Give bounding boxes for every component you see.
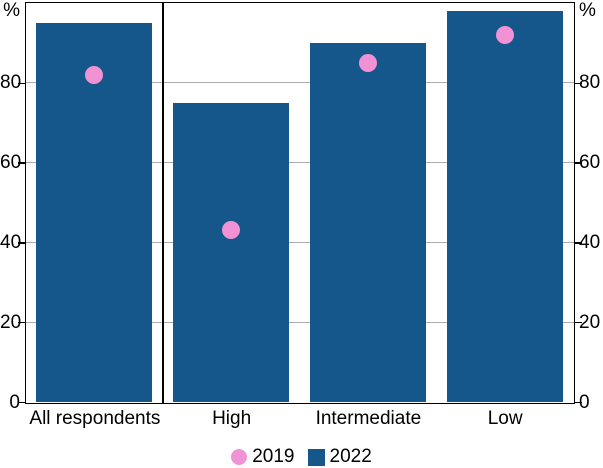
- gridline-80: [26, 82, 574, 84]
- y-axis-label-left-60: 60: [0, 152, 22, 174]
- dot-2019-low: [495, 25, 514, 44]
- y-axis-tick-right-60: [575, 162, 582, 164]
- bar-2022-intermediate: [309, 42, 426, 402]
- legend-marker-2019-circle-icon: [231, 449, 248, 465]
- gridline-60: [26, 162, 574, 164]
- x-axis-label-high: High: [212, 408, 252, 429]
- y-axis-unit-left: %: [3, 0, 20, 21]
- y-axis-label-right-20: 20: [579, 311, 601, 333]
- legend-item-2022: 2022: [307, 446, 372, 468]
- y-axis-tick-right-0: [575, 401, 582, 404]
- dot-2019-all-respondents: [85, 65, 104, 84]
- plot-area: [25, 2, 575, 404]
- y-axis-tick-right-20: [575, 321, 582, 324]
- legend-label-2022: 2022: [329, 446, 372, 467]
- bar-2022-low: [446, 10, 563, 402]
- y-axis-tick-right-40: [575, 242, 582, 244]
- y-axis-tick-right-80: [575, 82, 582, 85]
- gridline-20: [26, 321, 574, 323]
- y-axis-label-right-60: 60: [579, 152, 601, 174]
- gridline-40: [26, 241, 574, 243]
- bar-2022-high: [173, 102, 290, 402]
- y-axis-label-right-80: 80: [579, 72, 601, 94]
- y-axis-tick-left-20: [18, 321, 25, 324]
- x-axis-label-intermediate: Intermediate: [315, 408, 422, 429]
- y-axis-tick-left-60: [18, 162, 25, 164]
- chart-legend: 2019 2022: [0, 446, 603, 468]
- legend-marker-2022-square-icon: [307, 448, 325, 466]
- y-axis-tick-left-40: [18, 242, 25, 244]
- dot-2019-high: [222, 221, 241, 240]
- y-axis-label-left-40: 40: [0, 231, 22, 253]
- y-axis-unit-right: %: [579, 0, 596, 21]
- y-axis-label-left-80: 80: [0, 72, 22, 94]
- x-axis-label-low: Low: [487, 408, 523, 429]
- y-axis-tick-left-80: [18, 82, 25, 85]
- dot-2019-intermediate: [358, 53, 377, 72]
- y-axis-label-right-40: 40: [579, 231, 601, 253]
- y-axis-label-right-0: 0: [579, 391, 590, 413]
- legend-item-2019: 2019: [231, 446, 295, 468]
- legend-label-2019: 2019: [252, 446, 295, 467]
- y-axis-label-left-0: 0: [9, 391, 20, 413]
- x-axis-label-all-respondents: All respondents: [29, 408, 161, 429]
- bar-2022-all-respondents: [36, 22, 153, 402]
- panel-divider: [162, 3, 164, 403]
- y-axis-label-left-20: 20: [0, 311, 22, 333]
- y-axis-tick-left-0: [18, 401, 25, 404]
